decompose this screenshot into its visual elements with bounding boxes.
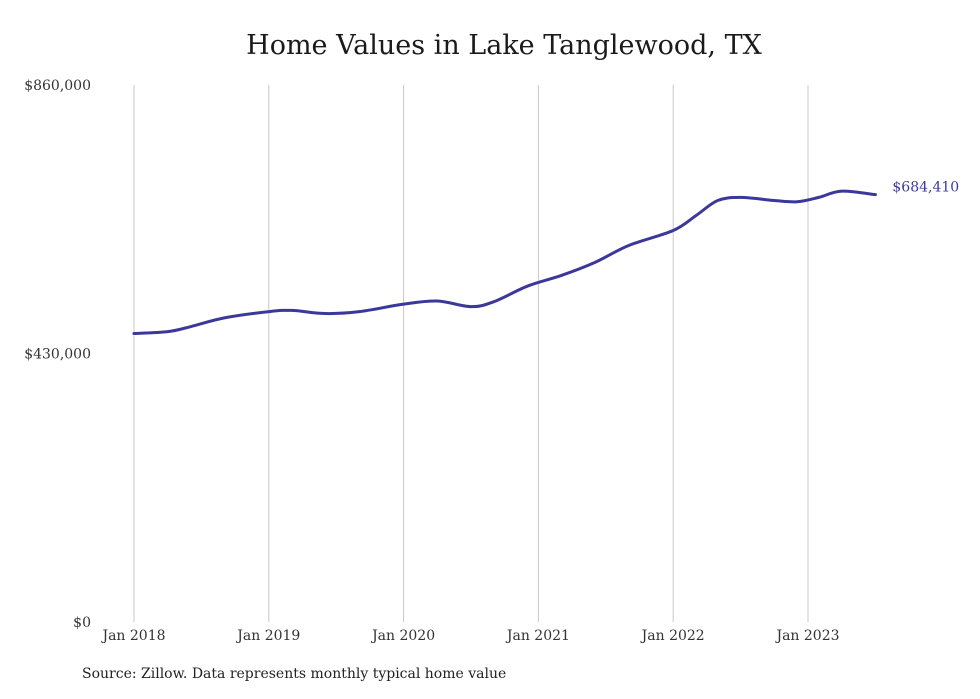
x-tick-label: Jan 2021 (505, 628, 570, 644)
series-layer: $684,410 (132, 180, 959, 336)
x-tick-label: Jan 2018 (100, 628, 165, 644)
source-note: Source: Zillow. Data represents monthly … (82, 666, 507, 682)
x-tick-label: Jan 2022 (640, 628, 705, 644)
y-tick-label: $430,000 (24, 347, 91, 363)
x-tick-label: Jan 2020 (370, 628, 435, 644)
gridlines (133, 85, 809, 622)
end-value-label: $684,410 (892, 180, 959, 196)
y-tick-label: $860,000 (24, 78, 91, 94)
x-tick-label: Jan 2023 (774, 628, 839, 644)
y-tick-label: $0 (73, 615, 91, 631)
series-line (132, 189, 877, 336)
chart-title: Home Values in Lake Tanglewood, TX (246, 30, 762, 61)
x-axis-ticks: Jan 2018 Jan 2019 Jan 2020 Jan 2021 Jan 2022… (100, 628, 839, 644)
x-tick-label: Jan 2019 (235, 628, 300, 644)
y-axis-ticks: $0 $430,000 $860,000 (24, 78, 91, 631)
